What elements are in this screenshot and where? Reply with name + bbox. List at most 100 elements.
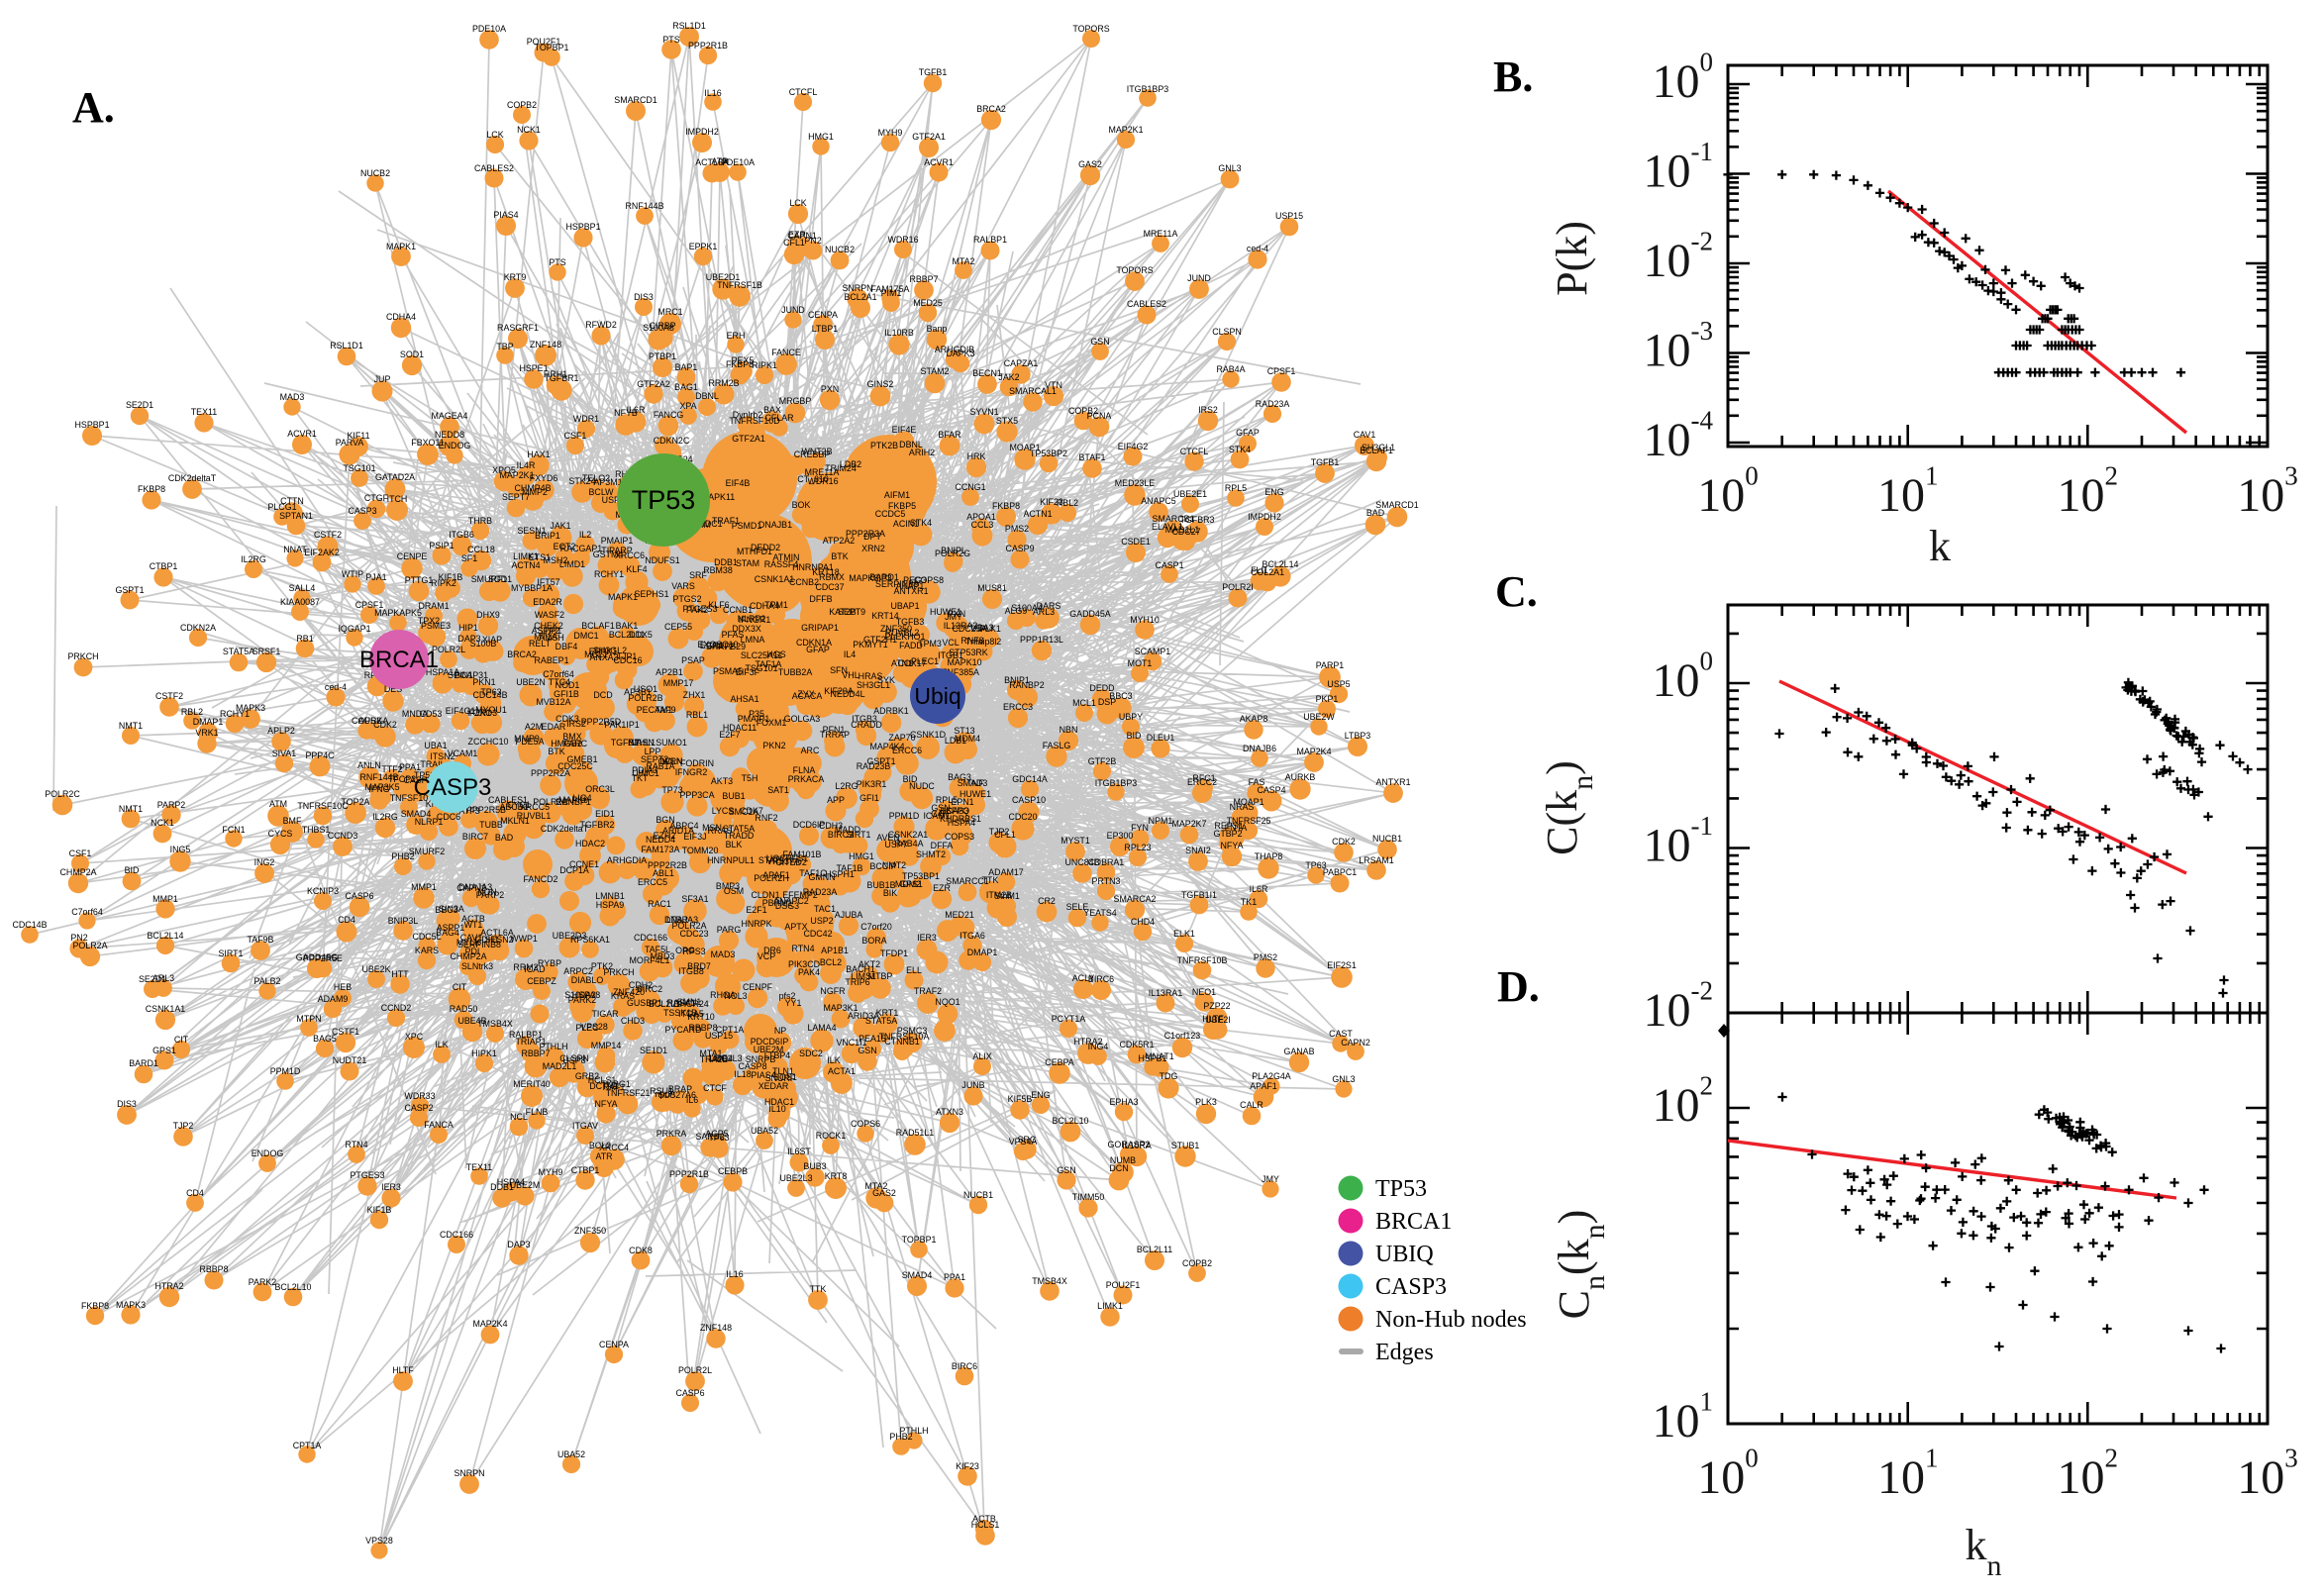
svg-text:ITGB1BP3: ITGB1BP3 bbox=[1095, 778, 1137, 788]
svg-text:ICAM1: ICAM1 bbox=[923, 811, 950, 821]
svg-text:HMG1: HMG1 bbox=[808, 132, 834, 142]
svg-text:ILK: ILK bbox=[827, 1055, 840, 1065]
svg-text:TAF1B: TAF1B bbox=[837, 863, 863, 873]
svg-text:CASP3: CASP3 bbox=[1375, 1274, 1447, 1300]
svg-text:XPA: XPA bbox=[679, 401, 696, 411]
svg-text:MTA2: MTA2 bbox=[864, 1181, 887, 1191]
svg-text:CDC5L: CDC5L bbox=[412, 932, 441, 942]
svg-text:TAF9: TAF9 bbox=[655, 705, 675, 715]
svg-text:LMNA: LMNA bbox=[741, 635, 765, 645]
svg-text:PMS2: PMS2 bbox=[1254, 952, 1277, 962]
svg-text:PXN: PXN bbox=[821, 384, 839, 394]
svg-text:FAS: FAS bbox=[1249, 777, 1265, 787]
svg-text:BAD: BAD bbox=[1366, 508, 1384, 518]
svg-text:CABLES2: CABLES2 bbox=[474, 163, 514, 173]
svg-text:RNF2: RNF2 bbox=[755, 813, 777, 823]
svg-text:VRK1: VRK1 bbox=[195, 728, 218, 738]
svg-text:RPL5: RPL5 bbox=[1225, 483, 1247, 493]
svg-text:100: 100 bbox=[1653, 647, 1714, 707]
svg-text:RBM38: RBM38 bbox=[703, 565, 733, 575]
svg-text:ZAP70: ZAP70 bbox=[888, 733, 915, 743]
svg-text:UBE2M: UBE2M bbox=[510, 1180, 541, 1190]
svg-text:TFDP1: TFDP1 bbox=[880, 948, 908, 958]
svg-text:OCLN: OCLN bbox=[658, 756, 683, 766]
svg-text:TPX2: TPX2 bbox=[418, 616, 440, 626]
svg-text:SNRPB: SNRPB bbox=[746, 1054, 776, 1064]
svg-text:TMSB4X: TMSB4X bbox=[477, 1019, 513, 1029]
svg-text:CASP6: CASP6 bbox=[675, 1388, 704, 1398]
svg-text:NNAT: NNAT bbox=[283, 545, 307, 554]
svg-text:IFNGR2: IFNGR2 bbox=[675, 767, 708, 777]
svg-text:DDB1: DDB1 bbox=[490, 1182, 514, 1192]
svg-text:MMP14: MMP14 bbox=[591, 1041, 622, 1050]
svg-text:DEDD: DEDD bbox=[1089, 683, 1114, 693]
svg-text:RUVBL1: RUVBL1 bbox=[517, 811, 552, 821]
svg-text:CASP2: CASP2 bbox=[404, 1103, 433, 1113]
svg-text:NTHL1: NTHL1 bbox=[628, 738, 656, 748]
svg-text:CSNK1D: CSNK1D bbox=[910, 730, 946, 740]
svg-text:VCP: VCP bbox=[758, 951, 775, 961]
svg-text:UBE2I: UBE2I bbox=[1205, 1015, 1231, 1025]
svg-text:GUSBP1: GUSBP1 bbox=[627, 998, 662, 1008]
svg-text:ITGB3: ITGB3 bbox=[852, 714, 877, 724]
svg-text:MAPK1: MAPK1 bbox=[608, 592, 638, 602]
svg-text:STK4: STK4 bbox=[1229, 445, 1251, 454]
svg-text:PPP2R2A: PPP2R2A bbox=[531, 768, 570, 778]
svg-text:MYBBP1A: MYBBP1A bbox=[511, 583, 553, 593]
svg-text:ECT2: ECT2 bbox=[554, 542, 576, 551]
svg-text:PTS: PTS bbox=[662, 35, 679, 45]
svg-text:RBL2: RBL2 bbox=[1057, 498, 1078, 508]
svg-text:STP53RK: STP53RK bbox=[949, 648, 988, 657]
svg-text:EPHA3: EPHA3 bbox=[1109, 1097, 1138, 1107]
svg-text:CPSF1: CPSF1 bbox=[355, 600, 384, 610]
svg-text:PSMC3: PSMC3 bbox=[897, 1026, 928, 1036]
svg-text:PN2: PN2 bbox=[804, 236, 821, 246]
svg-text:CAPN2: CAPN2 bbox=[1341, 1038, 1370, 1047]
svg-text:MRC1: MRC1 bbox=[657, 307, 682, 317]
svg-text:PDI: PDI bbox=[465, 947, 480, 956]
svg-text:BCLAF1: BCLAF1 bbox=[581, 621, 615, 631]
svg-text:WWP1: WWP1 bbox=[510, 934, 538, 944]
svg-text:FANCG: FANCG bbox=[654, 410, 684, 420]
svg-text:PPP2R5D: PPP2R5D bbox=[581, 717, 621, 727]
svg-text:TNFRSF10A: TNFRSF10A bbox=[879, 1032, 930, 1042]
svg-text:TNFSF10: TNFSF10 bbox=[390, 793, 429, 803]
svg-text:BRAP: BRAP bbox=[668, 1084, 692, 1094]
svg-text:RPL23: RPL23 bbox=[1124, 843, 1151, 852]
svg-text:TFCP2: TFCP2 bbox=[388, 774, 416, 784]
svg-text:NGFR: NGFR bbox=[820, 986, 845, 996]
svg-text:CSNK1A1: CSNK1A1 bbox=[146, 1004, 186, 1014]
svg-text:MAD3: MAD3 bbox=[711, 949, 736, 959]
svg-text:BCL2A1: BCL2A1 bbox=[844, 292, 876, 302]
svg-text:BOK: BOK bbox=[792, 500, 811, 510]
svg-text:DAP3: DAP3 bbox=[507, 1240, 530, 1249]
svg-text:CIT: CIT bbox=[453, 982, 467, 992]
svg-text:CDC27: CDC27 bbox=[1171, 527, 1200, 537]
svg-text:UIMC1: UIMC1 bbox=[632, 768, 659, 778]
svg-text:FOXM1: FOXM1 bbox=[757, 718, 787, 728]
svg-text:CR2: CR2 bbox=[1038, 896, 1056, 906]
svg-text:GORASP2: GORASP2 bbox=[1108, 1140, 1151, 1149]
svg-text:SLC27A6: SLC27A6 bbox=[658, 1090, 696, 1100]
svg-text:MBD3: MBD3 bbox=[651, 951, 675, 961]
svg-text:AP2B1: AP2B1 bbox=[656, 667, 683, 677]
svg-text:YEATS4: YEATS4 bbox=[1083, 908, 1116, 918]
svg-text:NEDD8: NEDD8 bbox=[435, 430, 464, 440]
svg-text:CIRBP: CIRBP bbox=[649, 321, 675, 331]
svg-text:WDR1: WDR1 bbox=[573, 414, 599, 424]
svg-text:NRAS: NRAS bbox=[1230, 802, 1255, 812]
svg-text:FANCA: FANCA bbox=[424, 1120, 454, 1130]
svg-text:RRM2: RRM2 bbox=[513, 962, 538, 972]
svg-text:KRT14: KRT14 bbox=[871, 611, 899, 621]
svg-text:USP8: USP8 bbox=[562, 1055, 585, 1065]
svg-text:HSPA4: HSPA4 bbox=[948, 818, 976, 828]
svg-text:XRCC6: XRCC6 bbox=[615, 550, 645, 560]
svg-text:UBE2N: UBE2N bbox=[516, 677, 546, 687]
svg-text:RASSF4: RASSF4 bbox=[764, 559, 799, 569]
svg-text:PPP2R1B: PPP2R1B bbox=[688, 41, 728, 50]
svg-text:ENDOG: ENDOG bbox=[439, 441, 471, 450]
svg-text:CTBP1: CTBP1 bbox=[571, 1165, 600, 1175]
svg-text:DDX3X: DDX3X bbox=[732, 624, 761, 634]
svg-text:MORF4L1: MORF4L1 bbox=[630, 955, 670, 965]
svg-text:MNDA: MNDA bbox=[402, 709, 428, 719]
